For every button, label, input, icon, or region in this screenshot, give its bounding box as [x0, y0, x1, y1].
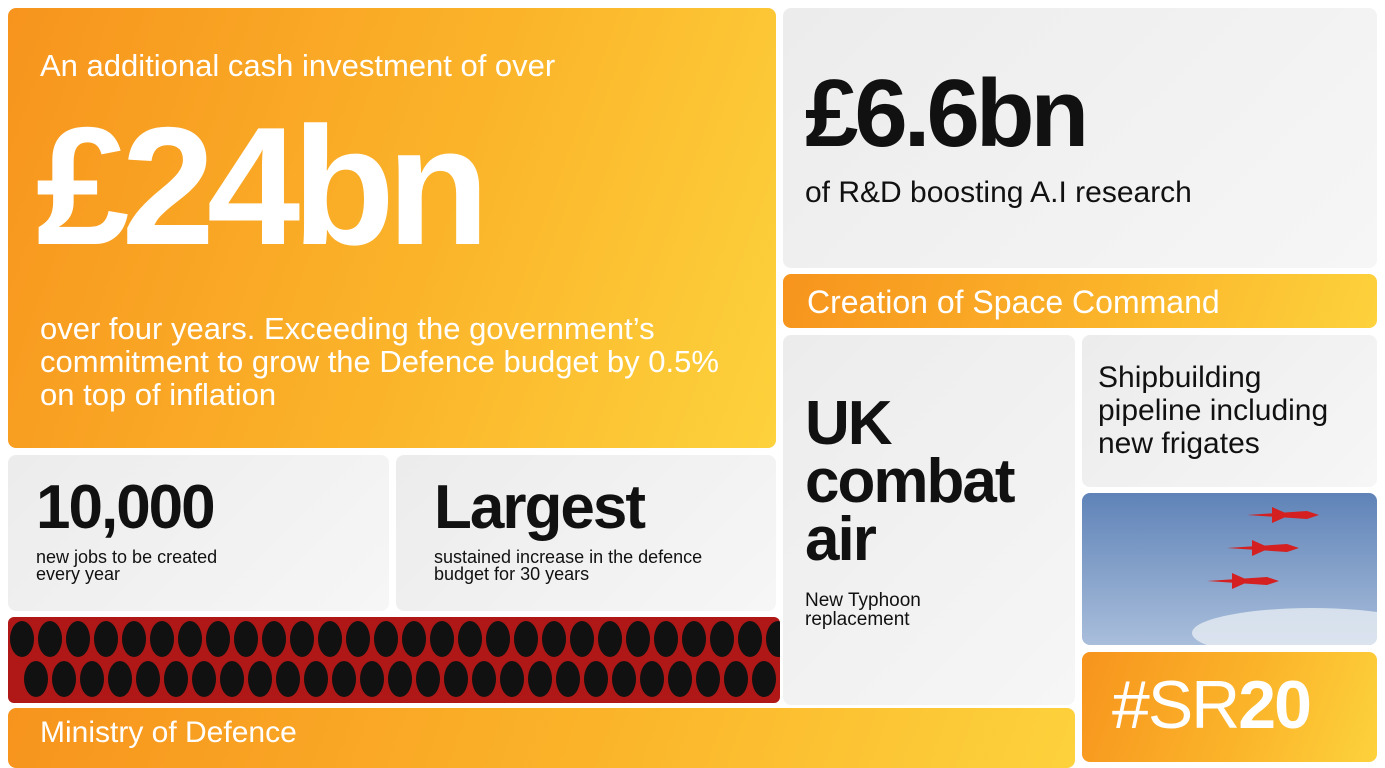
bearskin: [38, 621, 62, 657]
combat-text: New Typhoon replacement: [805, 590, 921, 630]
hashtag-suffix: 20: [1238, 667, 1312, 743]
bearskin: [332, 661, 356, 697]
bearskin: [164, 661, 188, 697]
main-tile: An additional cash investment of over £2…: [8, 8, 776, 448]
bearskin: [346, 621, 370, 657]
bearskin: [360, 661, 384, 697]
bearskin: [234, 621, 258, 657]
bearskin: [416, 661, 440, 697]
bearskin: [388, 661, 412, 697]
bearskin: [178, 621, 202, 657]
bearskin: [766, 621, 780, 657]
bearskin: [486, 621, 510, 657]
jets-photo: [1082, 493, 1377, 645]
largest-figure: Largest: [434, 473, 646, 542]
bearskin: [598, 621, 622, 657]
bearskin: [542, 621, 566, 657]
combat-figure: UK combat air: [805, 389, 1015, 574]
jobs-text: new jobs to be created every year: [36, 547, 218, 584]
bearskin: [80, 661, 104, 697]
bearskin: [248, 661, 272, 697]
bearskin: [24, 661, 48, 697]
bearskin: [402, 621, 426, 657]
bearskin: [290, 621, 314, 657]
hashtag-tile: #SR20: [1082, 652, 1377, 762]
ship-tile: Shipbuilding pipeline including new frig…: [1082, 335, 1377, 487]
bearskin: [696, 661, 720, 697]
bearskin: [556, 661, 580, 697]
main-figure: £24bn: [36, 92, 490, 280]
bearskin: [752, 661, 776, 697]
largest-tile: Largest sustained increase in the defenc…: [396, 455, 776, 611]
bearskin: [304, 661, 328, 697]
guards-photo: [8, 617, 780, 703]
bearskin: [10, 621, 34, 657]
bearskin: [724, 661, 748, 697]
main-body: over four years. Exceeding the governmen…: [40, 311, 719, 412]
bearskin: [500, 661, 524, 697]
bearskin: [654, 621, 678, 657]
footer: Ministry of Defence: [8, 708, 1075, 768]
rd-tile: £6.6bn of R&D boosting A.I research: [783, 8, 1377, 268]
bearskin: [584, 661, 608, 697]
bearskin: [206, 621, 230, 657]
bearskin: [570, 621, 594, 657]
intro: An additional cash investment of over: [40, 48, 556, 83]
bearskin: [94, 621, 118, 657]
bearskin: [262, 621, 286, 657]
bearskin: [444, 661, 468, 697]
bearskin: [66, 621, 90, 657]
combat-tile: UK combat air New Typhoon replacement: [783, 335, 1075, 705]
bearskin: [640, 661, 664, 697]
bearskin: [192, 661, 216, 697]
bearskin: [626, 621, 650, 657]
rd-text: of R&D boosting A.I research: [805, 176, 1192, 209]
largest-text: sustained increase in the defence budget…: [434, 547, 703, 584]
bearskin: [710, 621, 734, 657]
jobs-tile: 10,000 new jobs to be created every year: [8, 455, 389, 611]
bearskin: [430, 621, 454, 657]
bearskin: [374, 621, 398, 657]
bearskin: [738, 621, 762, 657]
bearskin: [276, 661, 300, 697]
space-bar: Creation of Space Command: [783, 274, 1377, 328]
bearskin: [682, 621, 706, 657]
bearskin: [318, 621, 342, 657]
bearskin: [472, 661, 496, 697]
bearskin: [108, 661, 132, 697]
bearskin: [136, 661, 160, 697]
rd-figure: £6.6bn: [805, 60, 1089, 167]
bearskin: [514, 621, 538, 657]
jobs-figure: 10,000: [36, 473, 216, 542]
bearskin: [122, 621, 146, 657]
bearskin: [612, 661, 636, 697]
hashtag-prefix: #SR: [1112, 667, 1240, 743]
bearskin: [220, 661, 244, 697]
bearskin: [52, 661, 76, 697]
bearskin: [458, 621, 482, 657]
bearskin: [150, 621, 174, 657]
bearskin: [668, 661, 692, 697]
bearskin: [528, 661, 552, 697]
